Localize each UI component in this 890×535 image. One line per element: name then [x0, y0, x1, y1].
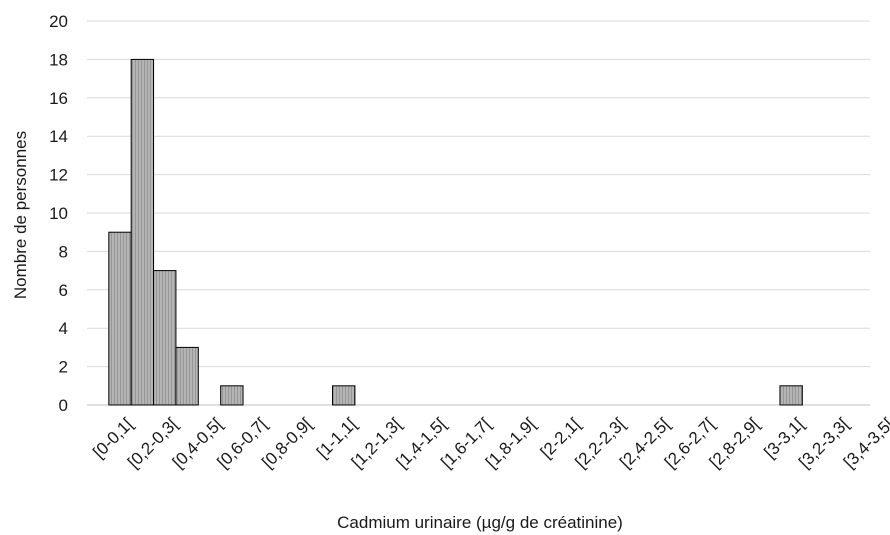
x-tick-label: [0,8-0,9[	[258, 414, 316, 472]
x-axis-ticks: [0-0,1[[0,2-0,3[[0,4-0,5[[0,6-0,7[[0,8-0…	[89, 414, 890, 472]
y-tick-label: 4	[59, 319, 68, 338]
y-tick-label: 14	[49, 127, 68, 146]
y-tick-label: 20	[49, 12, 68, 31]
x-tick-label: [1,8-1,9[	[482, 414, 540, 472]
y-tick-label: 10	[49, 204, 68, 223]
y-axis-ticks: 0 2 4 6 8 10 12 14 16 18 20	[49, 12, 68, 415]
bar	[779, 385, 803, 406]
bar	[130, 58, 155, 406]
y-tick-label: 2	[59, 358, 68, 377]
bar	[332, 385, 356, 406]
y-tick-label: 12	[49, 166, 68, 185]
x-axis-title: Cadmium urinaire (µg/g de créatinine)	[337, 513, 623, 532]
y-tick-label: 18	[49, 50, 68, 69]
bar	[220, 385, 244, 406]
y-tick-label: 6	[59, 281, 68, 300]
bar	[153, 270, 177, 406]
bar	[108, 231, 132, 406]
y-tick-label: 16	[49, 89, 68, 108]
y-tick-label: 0	[59, 396, 68, 415]
y-axis-title: Nombre de personnes	[11, 131, 30, 299]
bar	[175, 346, 199, 406]
gridlines	[87, 20, 870, 406]
bars	[108, 58, 803, 406]
y-tick-label: 8	[59, 242, 68, 261]
x-tick-label: [2,8-2,9[	[706, 414, 764, 472]
